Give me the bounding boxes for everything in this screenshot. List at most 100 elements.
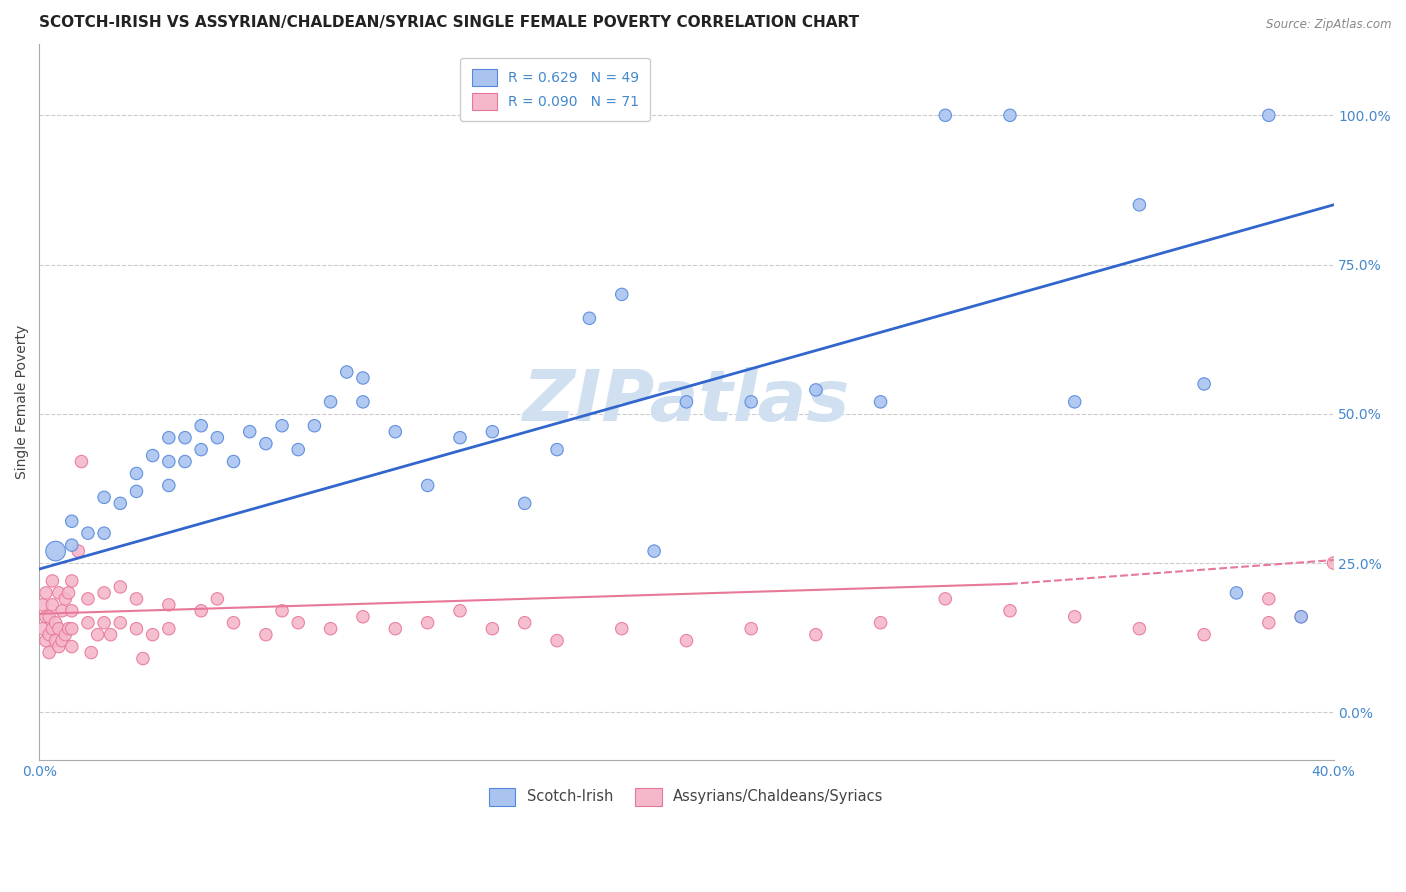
Point (319, 395, 342, 409)
Point (38, 646, 60, 660)
Point (93, 586, 115, 600)
Point (67, 544, 90, 558)
Point (45, 615, 67, 630)
Point (132, 651, 155, 665)
Point (45, 633, 67, 648)
Point (41, 574, 63, 588)
Point (319, 622, 342, 636)
Point (869, 395, 891, 409)
Point (804, 383, 827, 397)
Point (449, 604, 471, 618)
Point (35, 586, 58, 600)
Point (1063, 609, 1085, 624)
Legend: Scotch-Irish, Assyrians/Chaldeans/Syriacs: Scotch-Irish, Assyrians/Chaldeans/Syriac… (478, 776, 896, 817)
Point (48, 622, 70, 636)
Point (48, 640, 70, 654)
Point (86, 628, 108, 642)
Point (513, 496, 536, 510)
Point (77, 615, 100, 630)
Point (51, 604, 73, 618)
Point (610, 622, 633, 636)
Point (48, 586, 70, 600)
Point (481, 622, 503, 636)
Point (190, 418, 212, 433)
Point (93, 615, 115, 630)
Point (142, 449, 165, 463)
Point (70, 454, 93, 468)
Point (41, 598, 63, 612)
Point (1322, 556, 1344, 570)
Point (38, 628, 60, 642)
Point (1192, 628, 1215, 642)
Point (80, 646, 103, 660)
Point (1289, 609, 1312, 624)
Text: ZIPatlas: ZIPatlas (523, 368, 851, 436)
Point (287, 615, 309, 630)
Point (35, 609, 58, 624)
Point (998, 604, 1021, 618)
Point (546, 633, 568, 648)
Point (157, 598, 180, 612)
Point (222, 615, 245, 630)
Point (513, 615, 536, 630)
Point (125, 467, 148, 481)
Point (481, 425, 503, 439)
Point (77, 591, 100, 606)
Point (675, 395, 697, 409)
Point (31, 598, 53, 612)
Point (271, 604, 294, 618)
Point (675, 633, 697, 648)
Point (384, 622, 406, 636)
Point (93, 491, 115, 505)
Point (1128, 622, 1150, 636)
Point (1192, 376, 1215, 391)
Point (416, 615, 439, 630)
Point (60, 574, 83, 588)
Point (384, 425, 406, 439)
Point (869, 615, 891, 630)
Point (207, 431, 229, 445)
Point (93, 526, 115, 541)
Point (207, 591, 229, 606)
Point (157, 431, 180, 445)
Point (254, 628, 277, 642)
Point (934, 591, 956, 606)
Point (352, 371, 374, 385)
Point (271, 418, 294, 433)
Point (77, 526, 100, 541)
Point (304, 418, 326, 433)
Point (222, 454, 245, 468)
Point (51, 633, 73, 648)
Point (287, 442, 309, 457)
Point (1063, 395, 1085, 409)
Point (174, 454, 197, 468)
Point (125, 591, 148, 606)
Point (38, 609, 60, 624)
Point (740, 622, 762, 636)
Y-axis label: Single Female Poverty: Single Female Poverty (15, 325, 30, 479)
Point (110, 496, 132, 510)
Point (190, 442, 212, 457)
Point (35, 633, 58, 648)
Point (157, 454, 180, 468)
Point (352, 609, 374, 624)
Point (449, 431, 471, 445)
Point (60, 538, 83, 552)
Point (804, 628, 827, 642)
Text: Source: ZipAtlas.com: Source: ZipAtlas.com (1267, 18, 1392, 31)
Point (58, 622, 80, 636)
Point (60, 604, 83, 618)
Point (110, 580, 132, 594)
Point (1225, 586, 1247, 600)
Point (125, 484, 148, 499)
Point (174, 431, 197, 445)
Point (1257, 108, 1279, 122)
Point (934, 108, 956, 122)
Point (546, 442, 568, 457)
Point (643, 544, 665, 558)
Point (578, 311, 600, 326)
Point (125, 622, 148, 636)
Point (740, 395, 762, 409)
Point (53, 628, 76, 642)
Point (254, 436, 277, 450)
